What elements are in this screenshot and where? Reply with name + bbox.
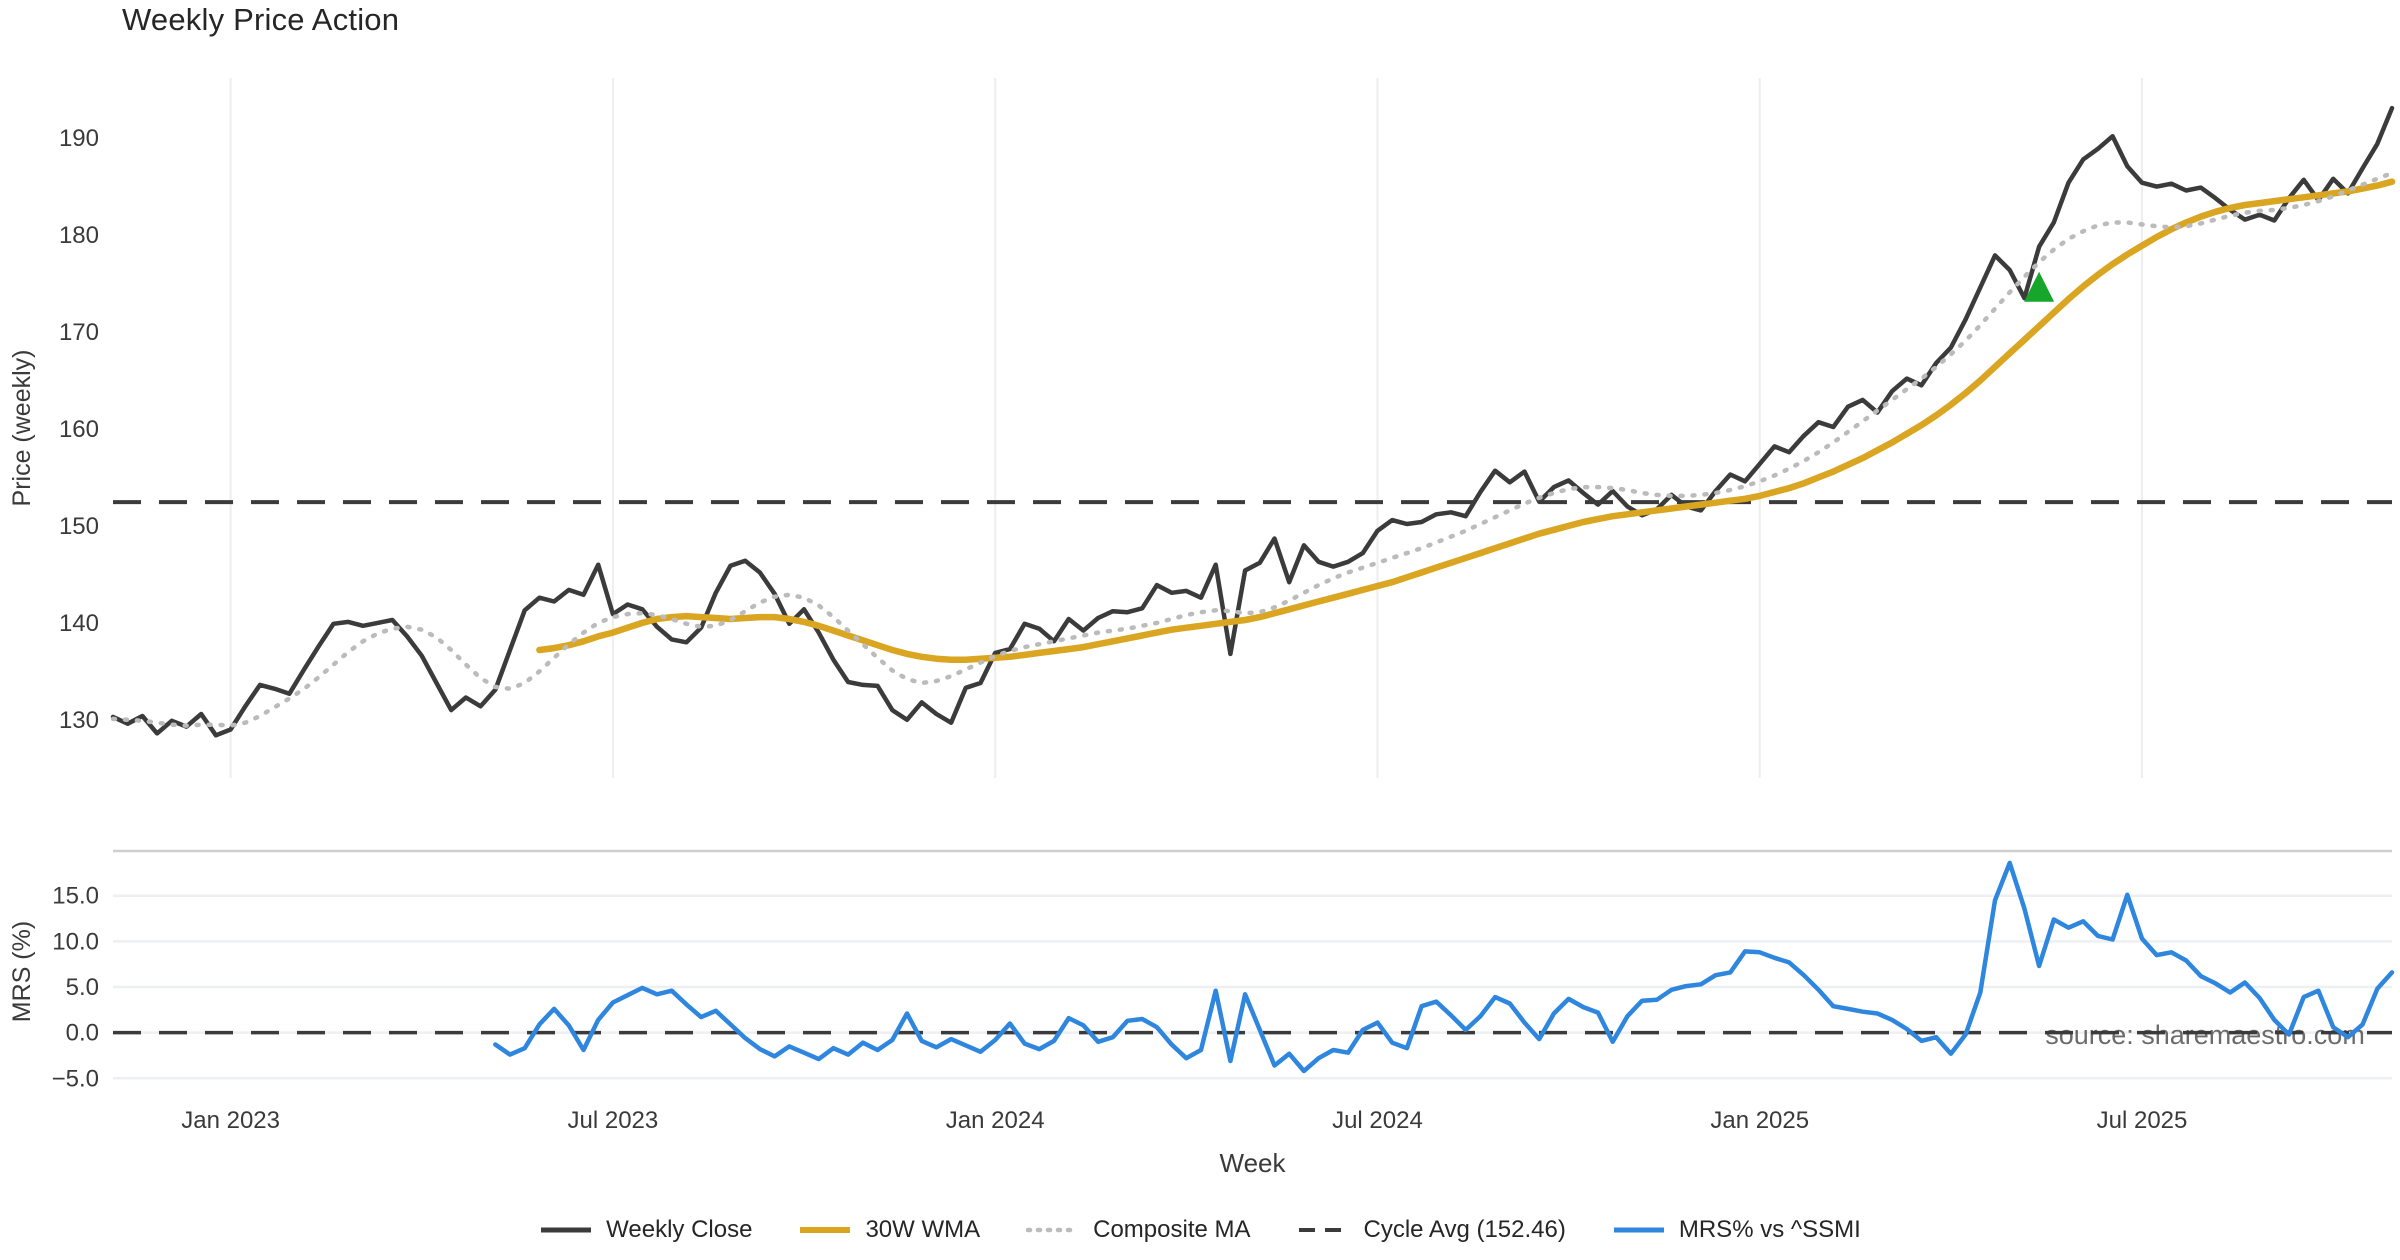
- y-tick-label: 190: [59, 125, 99, 152]
- legend-swatch: [1613, 1227, 1664, 1233]
- x-tick-label: Jul 2024: [1332, 1107, 1423, 1134]
- legend-swatch: [800, 1227, 851, 1233]
- y-tick-label: 150: [59, 513, 99, 540]
- legend-swatch: [1026, 1227, 1081, 1233]
- legend-label: Composite MA: [1093, 1216, 1251, 1243]
- legend-item-cycle-avg-152-46-: Cycle Avg (152.46): [1297, 1216, 1566, 1244]
- x-axis-label: Week: [1220, 1148, 1287, 1178]
- y-tick-label: 5.0: [66, 974, 99, 1001]
- y-tick-label: 10.0: [52, 928, 99, 955]
- series-line-30w-wma: [536, 178, 2396, 663]
- legend-item-weekly-close: Weekly Close: [539, 1216, 752, 1244]
- legend-swatch: [541, 1227, 592, 1233]
- x-tick-label: Jul 2025: [2097, 1107, 2188, 1134]
- y-tick-label: 180: [59, 222, 99, 249]
- watermark-text: source: sharemaestro.com: [2045, 1020, 2365, 1050]
- y-axis-label: Price (weekly): [8, 350, 36, 507]
- series-line-weekly-close: [110, 105, 2395, 738]
- legend-item-30w-wma: 30W WMA: [798, 1216, 980, 1244]
- legend-swatch: [1298, 1228, 1349, 1232]
- x-tick-label: Jan 2025: [1710, 1107, 1809, 1134]
- y-tick-label: 170: [59, 319, 99, 346]
- chart-title: Weekly Price Action: [122, 2, 400, 37]
- chart-legend: Weekly Close 30W WMA Composite MA Cycle Avg…: [0, 1206, 2400, 1254]
- legend-item-mrs-vs-ssmi: MRS% vs ^SSMI: [1612, 1216, 1861, 1244]
- y-axis-label: MRS (%): [8, 921, 36, 1022]
- y-tick-label: −5.0: [52, 1065, 99, 1092]
- legend-label: MRS% vs ^SSMI: [1678, 1216, 1861, 1243]
- legend-item-composite-ma: Composite MA: [1026, 1216, 1251, 1244]
- legend-label: Weekly Close: [606, 1216, 753, 1243]
- buy-signal-marker: [2024, 271, 2055, 302]
- x-tick-label: Jan 2024: [946, 1107, 1045, 1134]
- legend-label: 30W WMA: [865, 1216, 981, 1243]
- x-tick-label: Jul 2023: [568, 1107, 659, 1134]
- series-line-mrs-vs-ssmi: [493, 860, 2395, 1074]
- y-tick-label: 0.0: [66, 1020, 99, 1047]
- series-line-composite-ma: [110, 170, 2395, 728]
- y-tick-label: 130: [59, 707, 99, 734]
- y-tick-label: 140: [59, 610, 99, 637]
- legend-label: Cycle Avg (152.46): [1363, 1216, 1566, 1243]
- x-tick-label: Jan 2023: [181, 1107, 280, 1134]
- y-tick-label: 15.0: [52, 883, 99, 910]
- y-tick-label: 160: [59, 416, 99, 443]
